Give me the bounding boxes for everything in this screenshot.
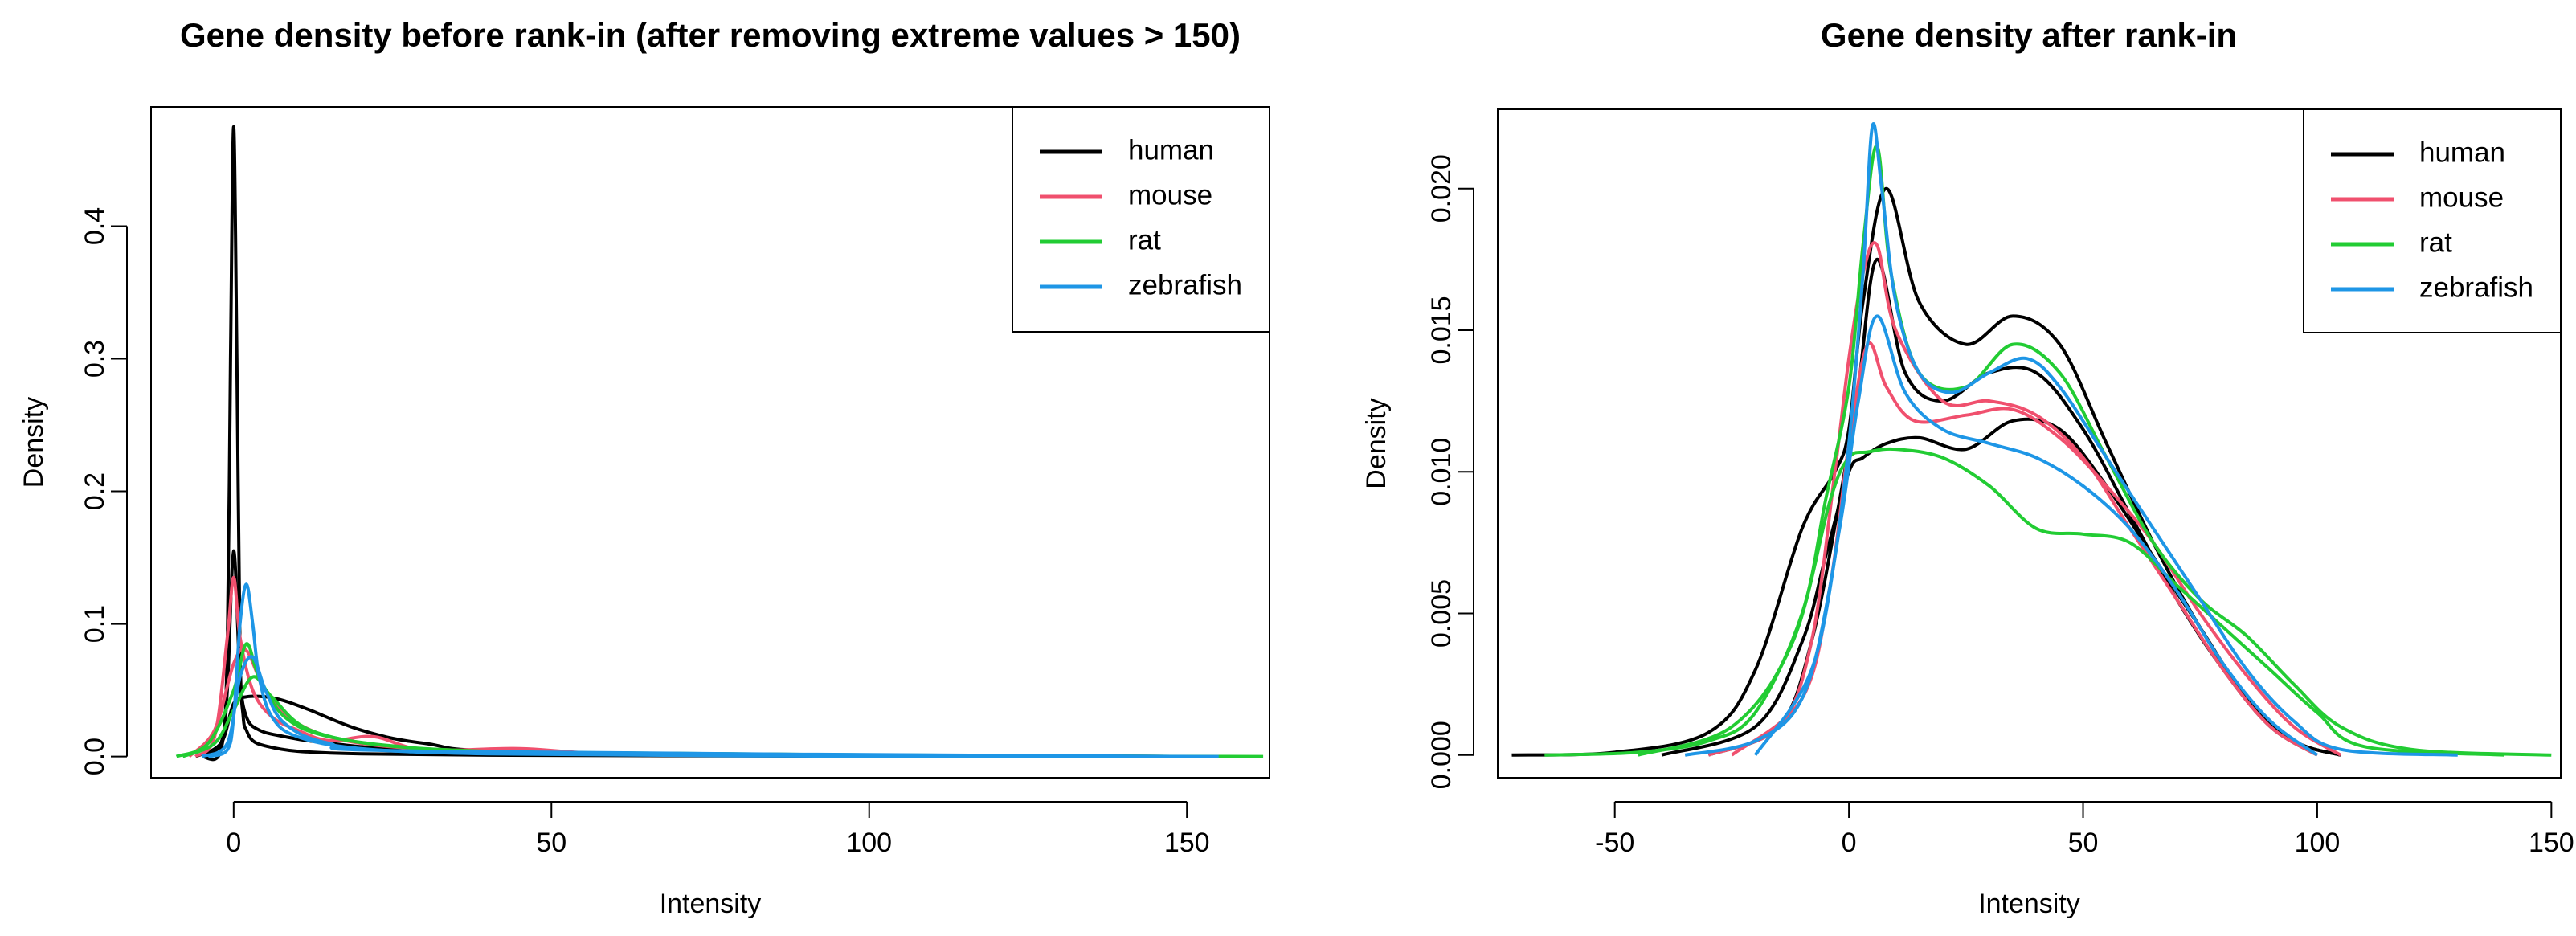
y-tick-label: 0.3 <box>80 340 110 378</box>
y-axis-label: Density <box>1361 398 1392 488</box>
density-curve-zebrafish <box>201 655 1188 758</box>
y-tick-label: 0.000 <box>1426 721 1457 789</box>
series-rat <box>175 642 1264 758</box>
y-tick-label: 0.020 <box>1426 154 1457 223</box>
legend-label-human: human <box>2419 137 2505 168</box>
legend-label-rat: rat <box>1128 224 1161 255</box>
y-tick-label: 0.015 <box>1426 296 1457 364</box>
density-curve-mouse <box>1707 241 2318 757</box>
x-tick-label: 100 <box>846 828 892 858</box>
series-mouse <box>1707 241 2342 757</box>
x-tick-label: 50 <box>536 828 566 858</box>
x-tick-label: -50 <box>1595 828 1634 858</box>
x-tick-label: 50 <box>2068 828 2099 858</box>
legend-label-mouse: mouse <box>1128 179 1212 210</box>
series-zebrafish <box>1684 122 2458 757</box>
x-tick-label: 0 <box>226 828 241 858</box>
x-axis-label: Intensity <box>1978 889 2080 919</box>
x-tick-label: 150 <box>1164 828 1210 858</box>
legend: human mouse rat zebrafish <box>1012 106 1270 333</box>
legend-label-zebrafish: zebrafish <box>2419 272 2533 303</box>
legend-box <box>2303 108 2562 333</box>
x-tick-label: 0 <box>1842 828 1857 858</box>
density-curve-zebrafish <box>207 582 1219 758</box>
x-tick-label: 150 <box>2529 828 2574 858</box>
legend-label-zebrafish: zebrafish <box>1128 269 1242 300</box>
density-curve-rat <box>1638 447 2505 757</box>
y-axis-label: Density <box>18 397 49 488</box>
data-curves <box>175 125 1264 762</box>
y-tick-label: 0.2 <box>80 472 110 510</box>
x-axis-label: Intensity <box>660 889 762 919</box>
y-tick-label: 0.0 <box>80 738 110 775</box>
y-tick-label: 0.1 <box>80 605 110 643</box>
density-curve-zebrafish <box>1753 314 2319 757</box>
density-curve-mouse <box>1731 341 2342 757</box>
density-curve-mouse <box>188 647 1188 758</box>
series-human <box>1511 186 2341 757</box>
legend: human mouse rat zebrafish <box>2303 108 2562 333</box>
legend-label-rat: rat <box>2419 227 2452 258</box>
data-curves <box>1511 122 2552 757</box>
density-curve-human <box>1661 417 2341 757</box>
density-curve-mouse <box>194 575 1188 758</box>
y-tick-label: 0.010 <box>1426 438 1457 506</box>
series-zebrafish <box>201 582 1219 758</box>
chart-panel-after-rank-in: Gene density after rank-in -50 0 50 100 150 0.… <box>1361 16 2574 919</box>
chart-panel-before-rank-in: Gene density before rank-in (after remov… <box>18 16 1270 919</box>
plot-frame <box>1497 108 2562 779</box>
legend-label-mouse: mouse <box>2419 182 2504 213</box>
chart-title: Gene density after rank-in <box>1821 16 2237 54</box>
density-curve-human <box>1511 186 2341 757</box>
x-tick-label: 100 <box>2295 828 2341 858</box>
plot-frame <box>150 106 1270 779</box>
y-tick-label: 0.4 <box>80 207 110 245</box>
legend-box <box>1012 106 1270 333</box>
chart-title: Gene density before rank-in (after remov… <box>180 16 1241 54</box>
series-mouse <box>188 575 1188 758</box>
y-tick-label: 0.005 <box>1426 579 1457 648</box>
legend-label-human: human <box>1128 134 1214 166</box>
